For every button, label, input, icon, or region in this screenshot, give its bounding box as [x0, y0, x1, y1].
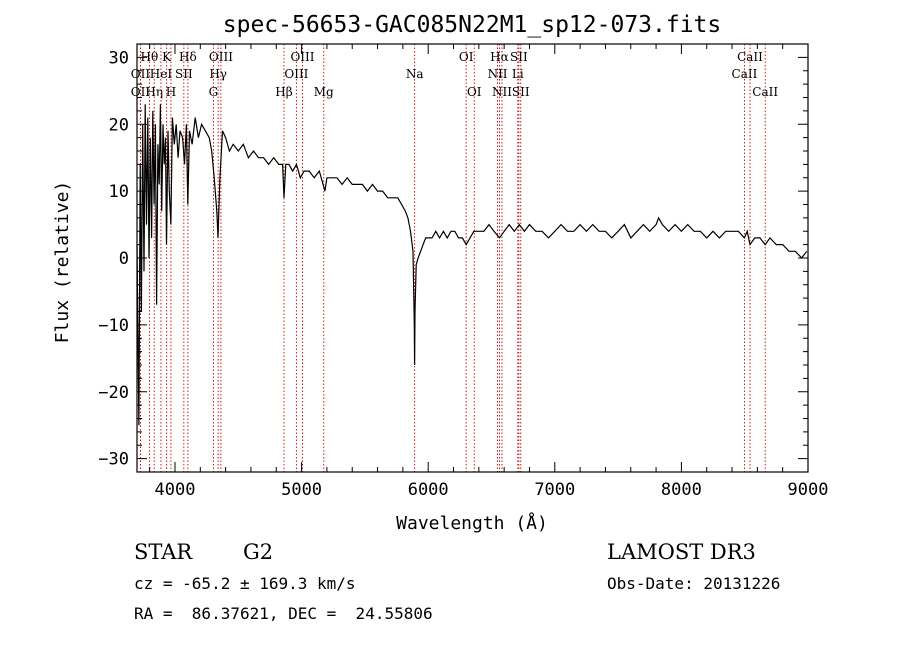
- line-label-group: OII OII Hθ Hη HeI K H SII Hδ G Hγ OIII Hβ OIII OIII Mg N…: [131, 50, 779, 99]
- y-tick-label-0: −30: [98, 450, 129, 470]
- chart-title: spec-56653-GAC085N22M1_sp12-073.fits: [223, 12, 722, 38]
- marker-label-5: K: [162, 50, 172, 64]
- marker-label-18: OI: [467, 85, 482, 99]
- marker-label-26: CaII: [737, 50, 763, 64]
- marker-label-13: OIII: [284, 67, 308, 81]
- x-axis-ticks: 4000 5000 6000 7000 8000 9000: [149, 44, 829, 500]
- spectrum-line: [136, 104, 808, 426]
- marker-label-4: HeI: [150, 67, 173, 81]
- marker-label-9: G: [209, 85, 219, 99]
- marker-label-16: Na: [406, 67, 424, 81]
- y-tick-label-2: −10: [98, 316, 129, 336]
- y-tick-label-1: −20: [98, 383, 129, 403]
- object-subclass: G2: [243, 540, 274, 564]
- x-tick-label-1: 5000: [281, 480, 322, 500]
- marker-label-17: OI: [459, 50, 474, 64]
- marker-label-0: OII: [131, 67, 151, 81]
- obs-date: Obs-Date: 20131226: [607, 574, 781, 593]
- marker-label-8: Hδ: [179, 50, 197, 64]
- x-tick-label-3: 7000: [534, 480, 575, 500]
- x-tick-label-0: 4000: [155, 480, 196, 500]
- marker-label-27: CaII: [752, 85, 778, 99]
- marker-label-7: SII: [175, 67, 193, 81]
- line-marker-group: [139, 44, 766, 472]
- survey-name: LAMOST DR3: [607, 540, 756, 564]
- marker-label-23: SII: [512, 85, 530, 99]
- marker-label-20: NII: [492, 85, 512, 99]
- y-axis-label: Flux (relative): [52, 181, 73, 344]
- plot-frame: [136, 43, 809, 473]
- marker-label-10: Hγ: [209, 67, 227, 81]
- x-tick-label-2: 6000: [408, 480, 449, 500]
- velocity-readout: cz = -65.2 ± 169.3 km/s: [134, 574, 356, 593]
- object-class: STAR: [134, 540, 193, 564]
- y-tick-label-4: 10: [109, 182, 129, 202]
- x-tick-label-4: 8000: [661, 480, 702, 500]
- marker-label-14: OIII: [290, 50, 314, 64]
- marker-label-22: SII: [510, 50, 528, 64]
- marker-label-15: Mg: [314, 85, 334, 99]
- marker-label-19: NII: [488, 67, 508, 81]
- marker-label-11: OIII: [209, 50, 233, 64]
- y-tick-label-5: 20: [109, 115, 129, 135]
- y-tick-label-3: 0: [119, 249, 129, 269]
- coordinates: RA = 86.37621, DEC = 24.55806: [134, 604, 433, 623]
- marker-label-12: Hβ: [275, 85, 292, 99]
- y-tick-label-6: 30: [109, 48, 129, 68]
- marker-label-2: Hθ: [141, 50, 159, 64]
- marker-label-6: H: [166, 85, 176, 99]
- marker-label-1: OII: [131, 85, 151, 99]
- y-axis-ticks: −30 −20 −10 0 10 20 30: [98, 43, 808, 473]
- x-axis-label: Wavelength (Å): [396, 512, 548, 534]
- marker-label-3: Hη: [145, 85, 163, 99]
- marker-label-21: Hα: [490, 50, 509, 64]
- marker-label-25: CaII: [732, 67, 758, 81]
- x-tick-label-5: 9000: [788, 480, 829, 500]
- marker-label-24: Li: [512, 67, 524, 81]
